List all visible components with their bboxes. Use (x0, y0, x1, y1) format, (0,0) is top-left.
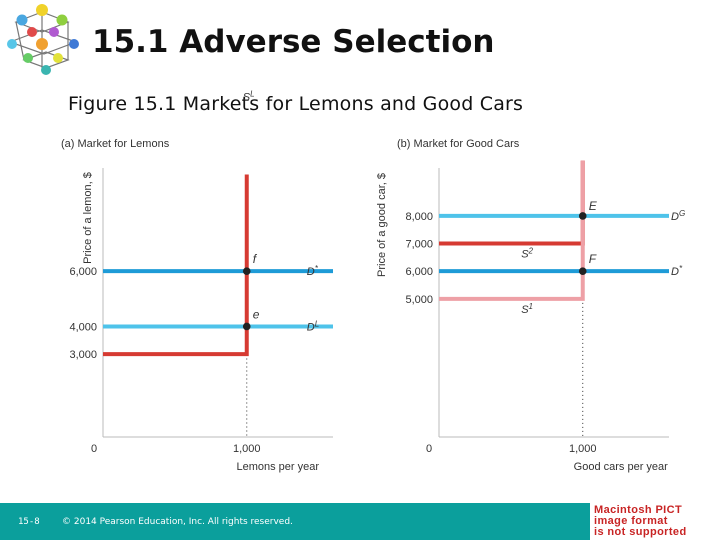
origin-label: 0 (91, 443, 97, 455)
footer-bar: 15-8 © 2014 Pearson Education, Inc. All … (0, 503, 590, 540)
point-label-E: E (589, 199, 598, 213)
panel-lemons: (a) Market for Lemons Price of a lemon, $… (61, 90, 333, 473)
y-tick-label: 3,000 (69, 349, 97, 361)
series-label-D: D* (671, 264, 683, 278)
y-tick-label: 7,000 (405, 239, 433, 251)
y-axis-label: Price of a lemon, $ (82, 172, 94, 264)
x-tick-label: 1,000 (569, 443, 597, 455)
unsupported-image-placeholder: Macintosh PICT image format is not suppo… (590, 503, 720, 540)
y-tick-label: 4,000 (69, 321, 97, 333)
series-line-S1 (439, 160, 585, 301)
point-label-f: f (253, 252, 258, 266)
y-tick-label: 6,000 (69, 266, 97, 278)
series-label-DL: DL (307, 319, 319, 333)
equilibrium-point-E (578, 212, 587, 220)
molecular-cubes-logo (7, 4, 79, 75)
panel-title: (a) Market for Lemons (61, 138, 170, 150)
series-line-SL (103, 174, 249, 357)
y-tick-label: 8,000 (405, 211, 433, 223)
copyright-notice: © 2014 Pearson Education, Inc. All right… (62, 517, 293, 527)
panel-title: (b) Market for Good Cars (397, 138, 520, 150)
series-label-DG: DG (671, 209, 685, 223)
series-label-SL: SL (243, 90, 255, 104)
equilibrium-point-f (242, 267, 251, 275)
equilibrium-point-e (242, 322, 251, 331)
series-label-S2: S2 (521, 247, 533, 261)
origin-label: 0 (426, 443, 432, 455)
equilibrium-point-F (578, 267, 587, 275)
panel-good-cars: (b) Market for Good Cars Price of a good … (376, 138, 685, 473)
lemons-good-cars-figure: (a) Market for Lemons Price of a lemon, $… (61, 90, 685, 473)
page-number: 15-8 (18, 517, 40, 527)
series-label-S1: S1 (521, 302, 533, 316)
y-tick-label: 5,000 (405, 294, 433, 306)
point-label-e: e (253, 307, 260, 321)
series-line-S2 (439, 160, 585, 246)
x-axis-label: Good cars per year (574, 461, 668, 473)
placeholder-line-2: image format (594, 515, 668, 527)
x-tick-label: 1,000 (233, 443, 261, 455)
x-axis-label: Lemons per year (236, 461, 319, 473)
y-tick-label: 6,000 (405, 266, 433, 278)
slide-title: 15.1 Adverse Selection (92, 24, 495, 60)
y-axis-label: Price of a good car, $ (376, 173, 388, 277)
point-label-F: F (589, 252, 597, 266)
placeholder-line-3: is not supported (594, 526, 687, 538)
placeholder-line-1: Macintosh PICT (594, 504, 683, 516)
series-label-D: D* (307, 264, 319, 278)
figure-caption: Figure 15.1 Markets for Lemons and Good … (68, 93, 524, 115)
